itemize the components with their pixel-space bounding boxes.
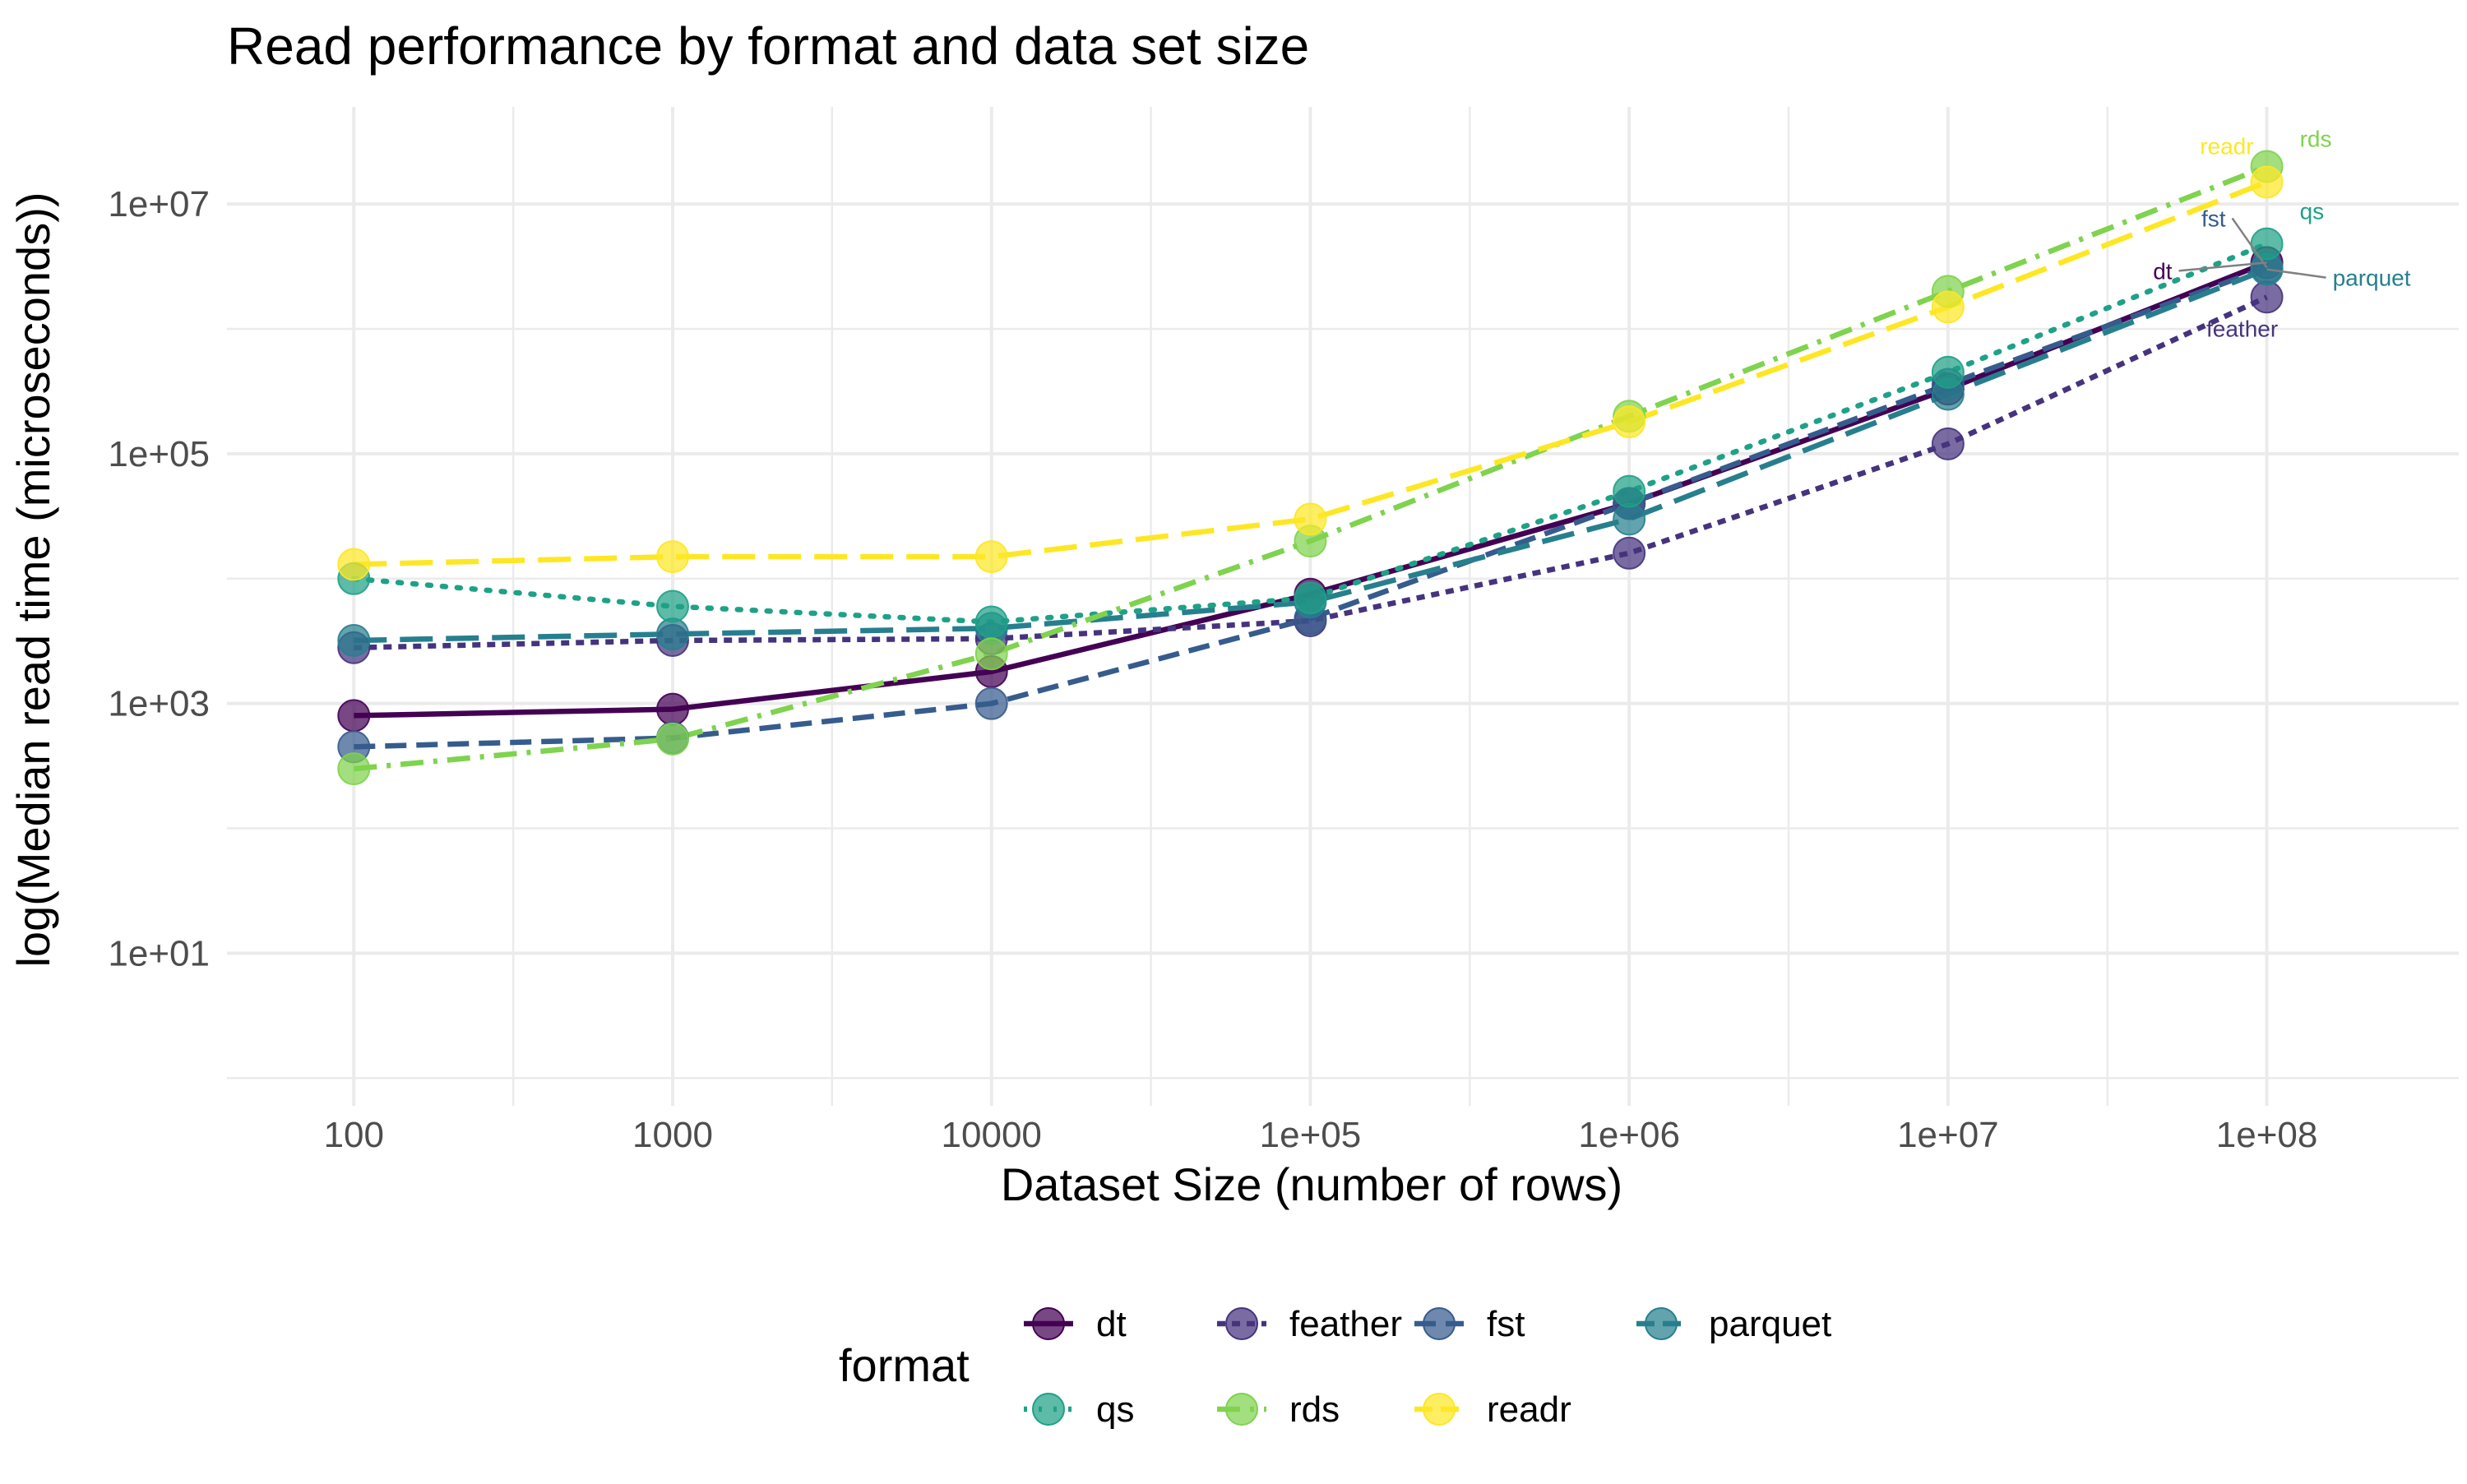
x-axis-ticks: 100 1000 10000 1e+05 1e+06 1e+07 1e+08: [324, 1115, 2318, 1155]
data-point-qs: [1613, 474, 1646, 508]
data-point-parquet: [1613, 502, 1646, 536]
end-label-rds: rds: [2300, 126, 2332, 151]
data-point-dt: [337, 699, 371, 733]
x-tick-label: 1e+05: [1260, 1115, 1362, 1155]
legend-key-point: [1645, 1307, 1678, 1340]
end-label-segment: [2231, 217, 2268, 269]
legend-key-point: [1423, 1307, 1456, 1340]
legend-item-parquet: parquet: [1636, 1304, 1831, 1344]
legend-key-point: [1225, 1393, 1258, 1426]
y-axis-title: log(Median read time (microseconds)): [7, 192, 59, 967]
y-tick-label: 1e+05: [108, 434, 210, 474]
data-point-readr: [1931, 290, 1965, 324]
legend: format dt feather fst parquet qs rds readr: [839, 1304, 1831, 1430]
legend-label: feather: [1289, 1304, 1402, 1344]
end-label-dt: dt: [2153, 258, 2173, 284]
y-tick-label: 1e+01: [108, 933, 210, 973]
end-label-segment: [2266, 268, 2326, 279]
data-point-feather: [1931, 427, 1965, 460]
legend-label: dt: [1096, 1304, 1127, 1344]
y-tick-label: 1e+03: [108, 684, 210, 724]
legend-item-readr: readr: [1414, 1389, 1571, 1430]
x-tick-label: 10000: [942, 1115, 1042, 1155]
x-tick-label: 1e+08: [2216, 1115, 2318, 1155]
data-point-qs: [974, 605, 1008, 639]
data-point-qs: [1294, 581, 1327, 615]
legend-item-rds: rds: [1217, 1389, 1340, 1430]
data-point-dt: [656, 692, 690, 726]
x-axis-title: Dataset Size (number of rows): [1001, 1158, 1622, 1210]
end-label-parquet: parquet: [2333, 266, 2411, 291]
end-label-qs: qs: [2300, 199, 2325, 224]
legend-item-dt: dt: [1024, 1304, 1127, 1344]
data-point-fst: [974, 687, 1008, 720]
data-point-rds: [974, 637, 1008, 671]
legend-key-point: [1032, 1307, 1065, 1340]
data-point-qs: [1931, 355, 1965, 389]
legend-item-fst: fst: [1414, 1304, 1525, 1344]
data-point-qs: [656, 589, 690, 623]
end-labels: readr rds fst qs dt parquet feather: [2153, 126, 2411, 341]
chart-title: Read performance by format and data set …: [227, 16, 1309, 76]
data-point-feather: [1613, 536, 1646, 570]
y-axis-ticks: 1e+01 1e+03 1e+05 1e+07: [108, 184, 210, 973]
data-point-readr: [337, 548, 371, 581]
data-point-readr: [656, 540, 690, 574]
y-tick-label: 1e+07: [108, 184, 210, 224]
data-points: [337, 150, 2284, 786]
data-point-readr: [974, 540, 1008, 574]
legend-label: rds: [1289, 1389, 1340, 1430]
data-point-parquet: [337, 623, 371, 657]
legend-key-point: [1032, 1393, 1065, 1426]
x-tick-label: 1e+06: [1578, 1115, 1680, 1155]
data-point-qs: [2250, 227, 2284, 261]
legend-key-point: [1423, 1393, 1456, 1426]
data-point-rds: [337, 752, 371, 786]
x-tick-label: 1000: [632, 1115, 713, 1155]
legend-label: qs: [1096, 1389, 1134, 1430]
data-point-rds: [656, 722, 690, 756]
x-tick-label: 100: [324, 1115, 384, 1155]
data-point-readr: [2250, 165, 2284, 199]
data-point-parquet: [656, 617, 690, 651]
legend-label: fst: [1487, 1304, 1525, 1344]
legend-label: parquet: [1709, 1304, 1831, 1344]
data-point-readr: [1294, 502, 1327, 536]
end-label-fst: fst: [2201, 206, 2226, 231]
end-label-readr: readr: [2200, 133, 2253, 159]
end-label-feather: feather: [2206, 316, 2278, 341]
legend-items: dt feather fst parquet qs rds readr: [1024, 1304, 1831, 1430]
x-tick-label: 1e+07: [1897, 1115, 1999, 1155]
legend-title: format: [839, 1339, 970, 1391]
legend-item-qs: qs: [1024, 1389, 1134, 1430]
legend-item-feather: feather: [1217, 1304, 1402, 1344]
data-point-feather: [2250, 280, 2284, 314]
data-point-readr: [1613, 405, 1646, 439]
end-label-segment: [2178, 261, 2267, 272]
legend-key-point: [1225, 1307, 1258, 1340]
legend-label: readr: [1487, 1389, 1571, 1430]
